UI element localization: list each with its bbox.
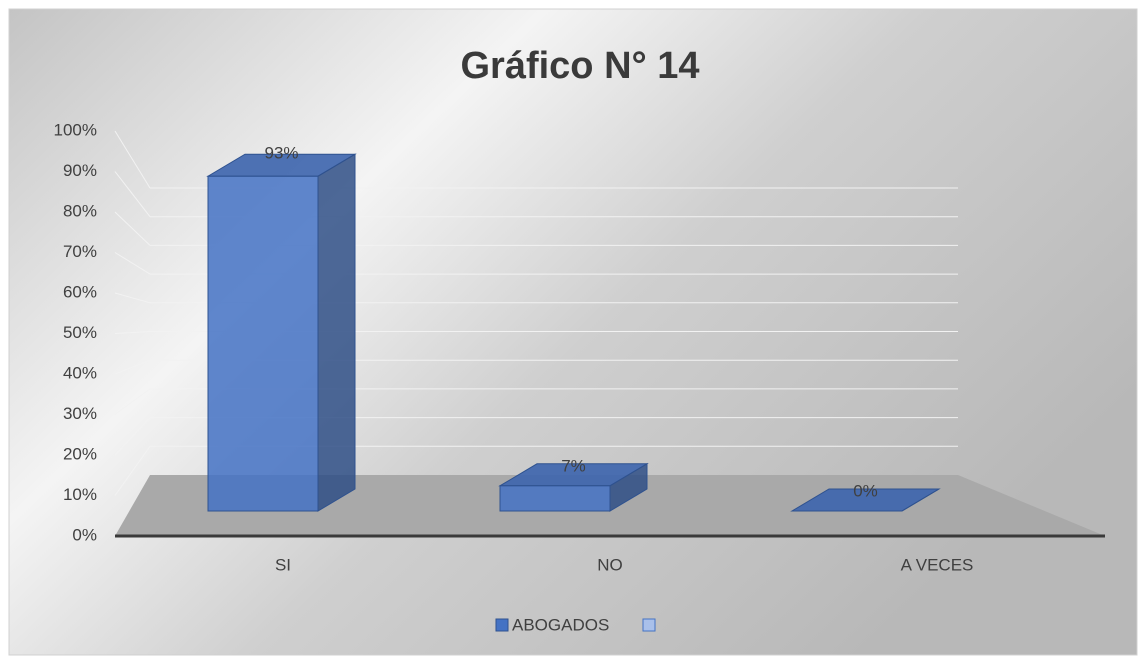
bar (499, 485, 611, 512)
grid-line (114, 211, 151, 246)
data-label: 0% (853, 481, 878, 500)
grid-line (114, 446, 151, 496)
grid-line (114, 130, 151, 189)
grid-line (114, 292, 151, 304)
data-label: 7% (561, 456, 586, 475)
x-tick-label: SI (275, 555, 291, 574)
grid-line (114, 388, 151, 415)
y-tick-label: 50% (63, 323, 97, 342)
data-label: 93% (264, 144, 298, 163)
y-tick-label: 70% (63, 242, 97, 261)
grid-line (114, 417, 151, 456)
y-tick-label: 10% (63, 485, 97, 504)
y-tick-label: 0% (72, 525, 97, 544)
y-tick-label: 90% (63, 161, 97, 180)
legend (642, 618, 656, 632)
grid-line (114, 252, 151, 275)
y-tick-label: 20% (63, 444, 97, 463)
x-tick-label: A VECES (901, 555, 974, 574)
y-tick-label: 40% (63, 363, 97, 382)
grid-line (114, 171, 151, 218)
bar-side (317, 153, 356, 512)
y-tick-label: 30% (63, 404, 97, 423)
grid-line (114, 359, 151, 375)
legend-swatch (495, 618, 509, 632)
grid-line (114, 331, 151, 334)
x-tick-label: NO (597, 555, 623, 574)
legend-label: ABOGADOS (512, 615, 609, 634)
bar-side (901, 488, 940, 512)
chart-title: Gráfico N° 14 (460, 45, 699, 87)
bar (207, 175, 319, 512)
y-tick-label: 60% (63, 282, 97, 301)
y-tick-label: 80% (63, 201, 97, 220)
y-tick-label: 100% (54, 120, 97, 139)
legend-swatch (642, 618, 656, 632)
